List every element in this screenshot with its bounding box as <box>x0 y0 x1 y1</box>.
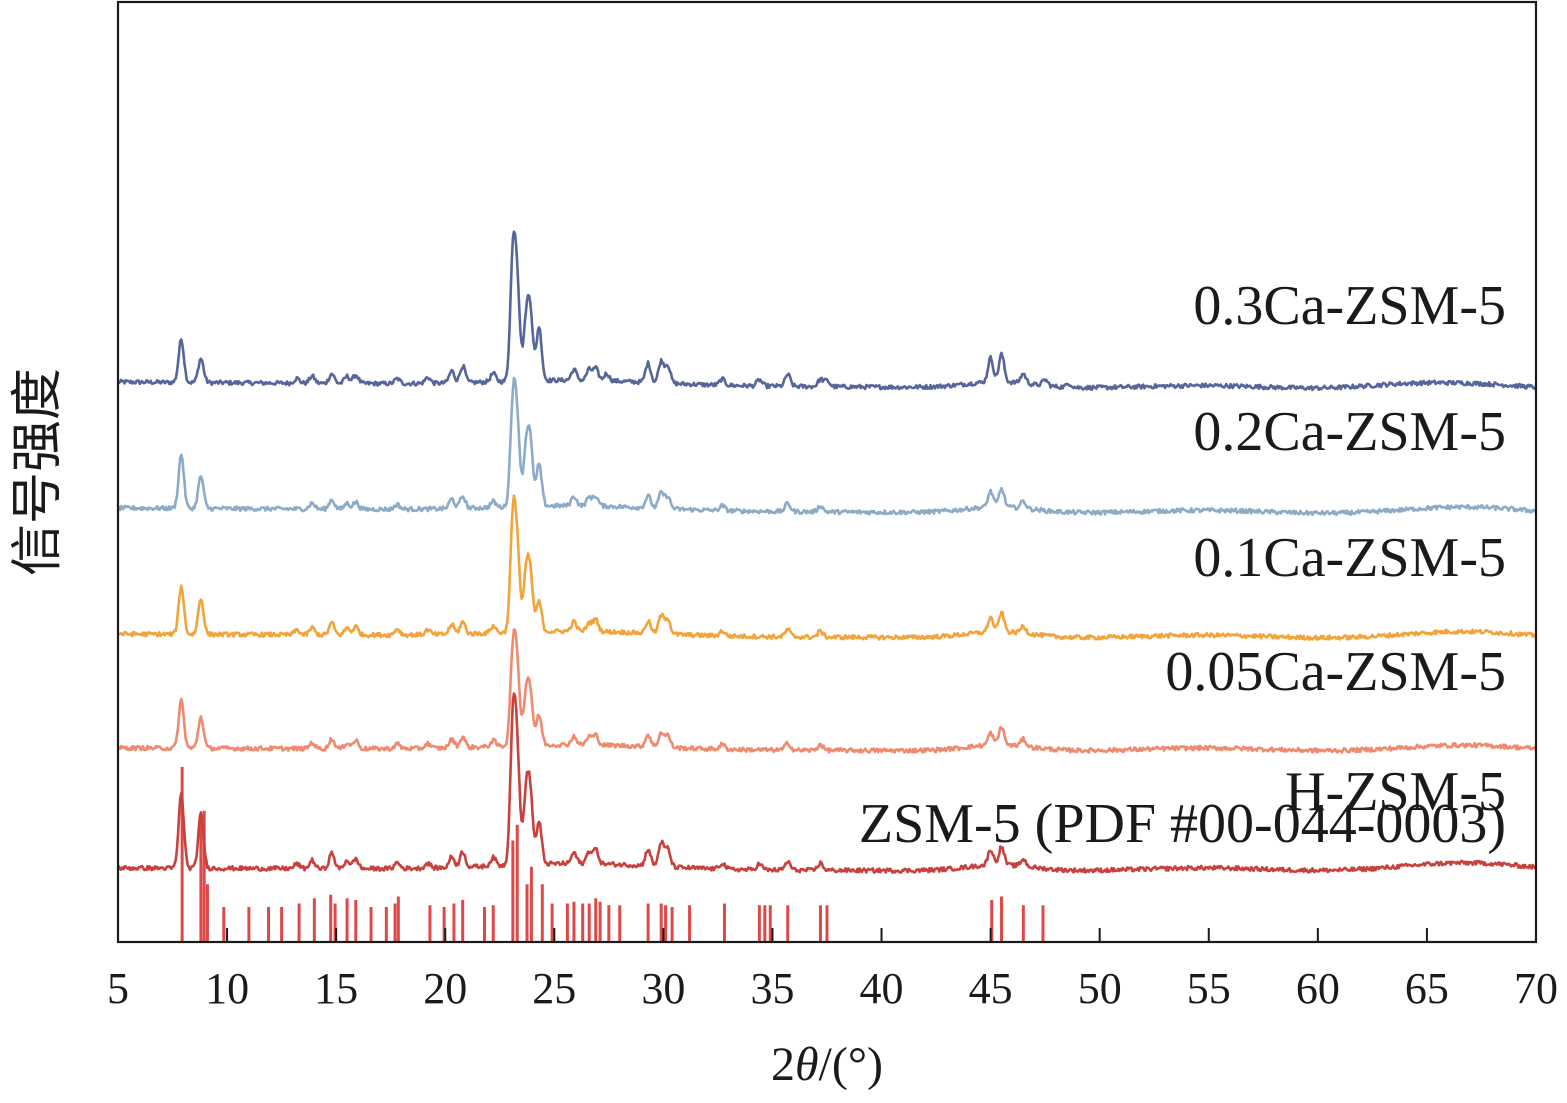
reference-sticks <box>180 767 1045 942</box>
series-line <box>117 376 1537 517</box>
x-axis-ticks: 5 10 15 20 25 30 35 40 45 50 55 60 65 70 <box>107 928 1558 1013</box>
x-tick-label: 45 <box>969 964 1013 1013</box>
x-tick-label: 65 <box>1405 964 1449 1013</box>
x-tick-label: 20 <box>423 964 467 1013</box>
series-traces <box>116 230 1538 874</box>
x-tick-label: 50 <box>1078 964 1122 1013</box>
y-axis-label: 信号强度 <box>9 368 67 576</box>
x-tick-label: 35 <box>750 964 794 1013</box>
x-tick-label: 55 <box>1187 964 1231 1013</box>
x-tick-label: 5 <box>107 964 129 1013</box>
x-axis-label: 2θ/(°) <box>771 1038 883 1091</box>
series-label: 0.05Ca-ZSM-5 <box>1165 641 1506 703</box>
series-line <box>116 230 1538 392</box>
series-label: 0.1Ca-ZSM-5 <box>1193 527 1506 589</box>
series-line <box>117 692 1538 874</box>
series-labels: 0.3Ca-ZSM-5 0.2Ca-ZSM-5 0.1Ca-ZSM-5 0.05Ca-… <box>859 275 1506 855</box>
series-label: 0.2Ca-ZSM-5 <box>1193 401 1506 463</box>
reference-label: ZSM-5 (PDF #00-044-0003) <box>859 793 1506 855</box>
series-line <box>117 494 1537 641</box>
x-tick-label: 40 <box>860 964 904 1013</box>
plot-frame <box>116 0 1538 944</box>
x-tick-label: 70 <box>1514 964 1558 1013</box>
series-label: 0.3Ca-ZSM-5 <box>1193 275 1506 337</box>
x-tick-label: 30 <box>641 964 685 1013</box>
x-tick-label: 15 <box>314 964 358 1013</box>
x-tick-label: 60 <box>1296 964 1340 1013</box>
series-label: H-ZSM-5 <box>1285 761 1506 823</box>
series-line <box>117 628 1538 754</box>
x-tick-label: 10 <box>205 964 249 1013</box>
x-tick-label: 25 <box>532 964 576 1013</box>
